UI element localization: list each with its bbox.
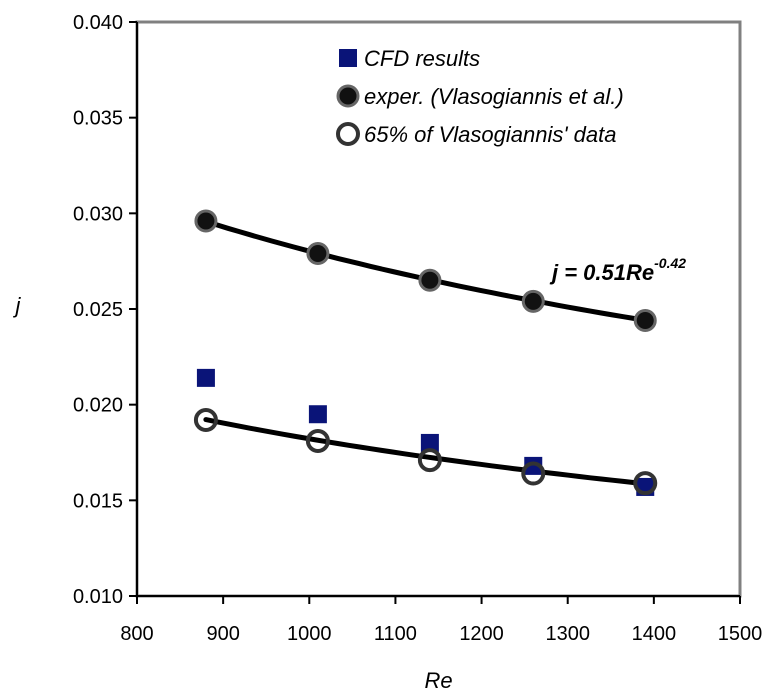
legend: CFD results exper. (Vlasogiannis et al.)…: [336, 46, 624, 147]
legend-item-exper: exper. (Vlasogiannis et al.): [336, 84, 624, 109]
power-law-annotation: j = 0.51Re-0.42: [549, 255, 686, 285]
exper-point: [194, 209, 218, 233]
x-tick-label: 1300: [545, 623, 590, 645]
x-tick-label: 1000: [287, 623, 332, 645]
exper-point: [418, 268, 442, 292]
scaled-exper-point: [633, 471, 658, 496]
x-tick-label: 1500: [718, 623, 763, 645]
y-tick-label: 0.035: [73, 108, 123, 130]
annotation-equation: j = 0.51Re: [549, 260, 654, 285]
legend-symbol-open-circle: [336, 122, 360, 146]
y-tick-label: 0.030: [73, 203, 123, 225]
y-axis-title: j: [13, 293, 22, 318]
cfd-point: [420, 433, 439, 452]
legend-item-65-percent: 65% of Vlasogiannis' data: [336, 122, 616, 147]
cfd-point: [524, 456, 543, 475]
scaled-exper-point: [417, 448, 442, 473]
y-tick-label: 0.040: [73, 12, 123, 34]
legend-symbol-filled-circle: [336, 84, 360, 108]
y-tick-label: 0.020: [73, 395, 123, 417]
cfd-point: [308, 405, 327, 424]
y-tick-label: 0.015: [73, 490, 123, 512]
scaled-exper-point: [305, 429, 330, 454]
legend-marker: [336, 84, 360, 108]
legend-symbol-filled-square: [339, 49, 357, 67]
data-marks: [193, 209, 658, 496]
legend-label-exper: exper. (Vlasogiannis et al.): [364, 84, 624, 109]
trendline: [203, 417, 648, 487]
x-tick-label: 800: [120, 623, 153, 645]
legend-marker: [339, 49, 357, 67]
x-tick-label: 1400: [632, 623, 677, 645]
legend-item-cfd-results: CFD results: [339, 46, 480, 71]
x-tick-label: 900: [206, 623, 239, 645]
annotation-exponent: -0.42: [654, 255, 686, 271]
exper-point: [521, 289, 545, 313]
x-axis-title: Re: [424, 668, 452, 693]
x-tick-label: 1100: [374, 623, 417, 645]
legend-label-65-percent: 65% of Vlasogiannis' data: [364, 122, 616, 147]
scaled-exper-point: [193, 407, 218, 432]
y-axis-ticks: 0.010 0.015 0.020 0.025 0.030 0.035 0.040: [73, 12, 137, 608]
x-axis-ticks: 800 900 1000 1100 1200 1300 1400 1500: [120, 596, 762, 645]
legend-marker: [336, 122, 360, 146]
y-tick-label: 0.025: [73, 299, 123, 321]
legend-label-cfd-results: CFD results: [364, 46, 480, 71]
exper-point: [633, 308, 657, 332]
cfd-point: [196, 368, 215, 387]
x-tick-label: 1200: [459, 623, 504, 645]
exper-point: [306, 242, 330, 266]
scaled-exper-point: [521, 461, 546, 486]
y-tick-label: 0.010: [73, 586, 123, 608]
